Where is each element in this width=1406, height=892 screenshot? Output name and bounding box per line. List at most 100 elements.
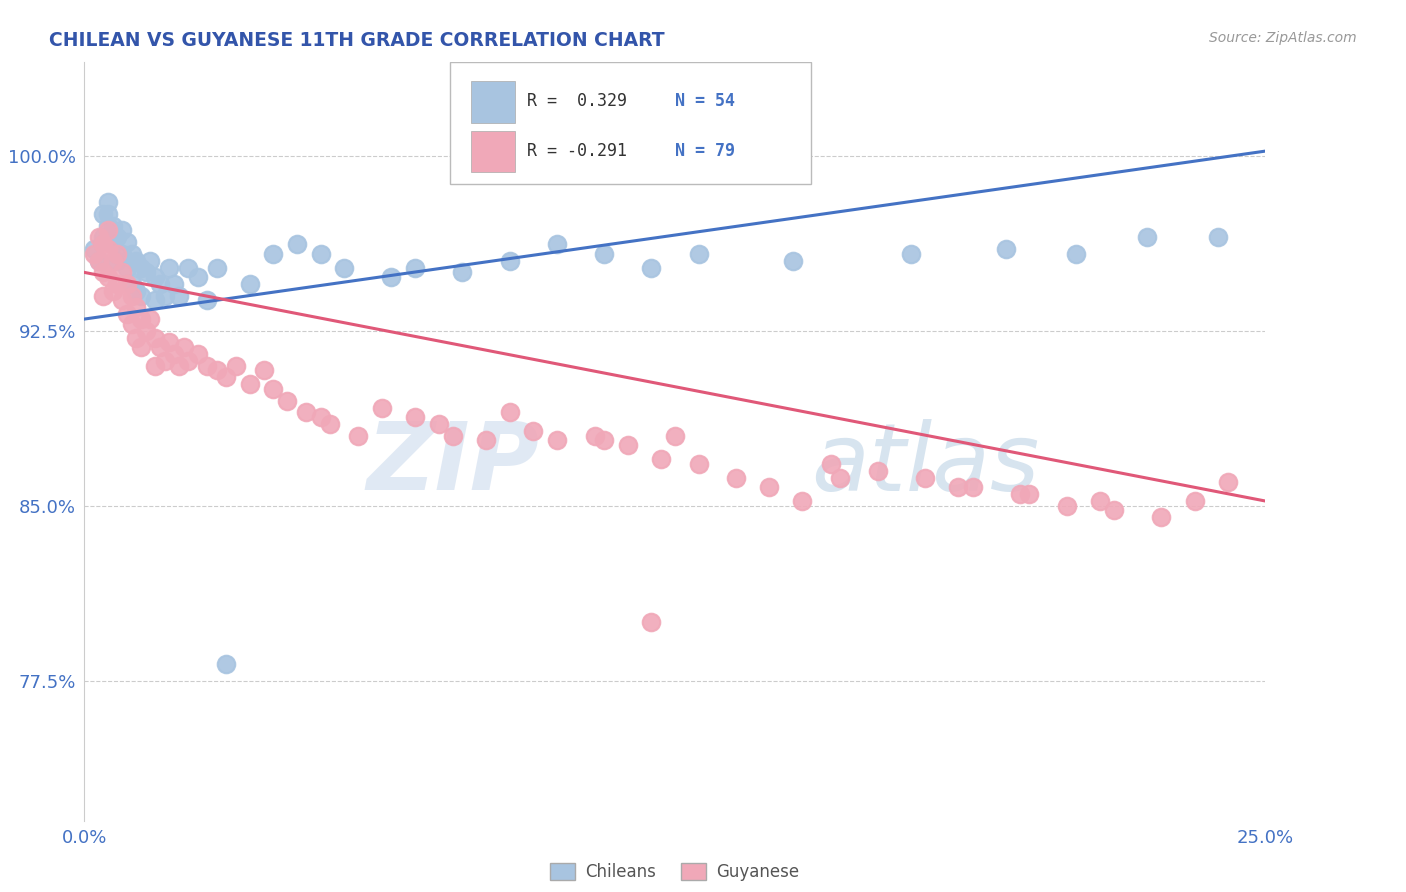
- Point: [948, 480, 970, 494]
- Point: [309, 410, 332, 425]
- Point: [195, 359, 218, 373]
- Point: [125, 253, 148, 268]
- Point: [1150, 510, 1173, 524]
- Point: [820, 457, 842, 471]
- Point: [101, 219, 124, 233]
- Point: [522, 424, 544, 438]
- Point: [276, 393, 298, 408]
- Point: [475, 434, 498, 448]
- Point: [143, 293, 166, 308]
- Point: [125, 284, 148, 298]
- Text: R = -0.291: R = -0.291: [527, 142, 627, 161]
- Point: [664, 428, 686, 442]
- Point: [195, 293, 218, 308]
- Point: [650, 452, 672, 467]
- Point: [380, 270, 402, 285]
- Point: [107, 253, 129, 268]
- Point: [153, 289, 176, 303]
- Point: [640, 260, 662, 275]
- Point: [1088, 494, 1111, 508]
- Point: [135, 324, 157, 338]
- Text: Source: ZipAtlas.com: Source: ZipAtlas.com: [1209, 31, 1357, 45]
- Point: [107, 246, 129, 260]
- Point: [725, 471, 748, 485]
- Point: [143, 331, 166, 345]
- Point: [107, 230, 129, 244]
- Point: [1206, 230, 1229, 244]
- Point: [225, 359, 247, 373]
- FancyBboxPatch shape: [450, 62, 811, 184]
- Point: [167, 289, 190, 303]
- Point: [404, 260, 426, 275]
- Point: [87, 253, 110, 268]
- Point: [285, 237, 308, 252]
- Point: [97, 207, 120, 221]
- Point: [167, 359, 190, 373]
- Point: [1056, 499, 1078, 513]
- Point: [187, 347, 209, 361]
- FancyBboxPatch shape: [471, 81, 516, 123]
- Point: [129, 289, 152, 303]
- Point: [125, 301, 148, 315]
- Point: [91, 265, 114, 279]
- Point: [135, 265, 157, 279]
- Point: [111, 293, 134, 308]
- Point: [121, 317, 143, 331]
- Point: [111, 223, 134, 237]
- FancyBboxPatch shape: [471, 130, 516, 172]
- Point: [1018, 487, 1040, 501]
- Point: [91, 237, 114, 252]
- Point: [87, 253, 110, 268]
- Point: [333, 260, 356, 275]
- Point: [498, 405, 520, 419]
- Point: [97, 270, 120, 285]
- Point: [792, 494, 814, 508]
- Point: [107, 277, 129, 291]
- Point: [262, 382, 284, 396]
- Point: [125, 331, 148, 345]
- Point: [115, 277, 138, 291]
- Point: [404, 410, 426, 425]
- Point: [115, 307, 138, 321]
- Point: [129, 340, 152, 354]
- Point: [157, 335, 180, 350]
- Point: [900, 246, 922, 260]
- Point: [640, 615, 662, 630]
- Text: ZIP: ZIP: [366, 418, 538, 510]
- Point: [121, 277, 143, 291]
- Point: [101, 253, 124, 268]
- Point: [115, 260, 138, 275]
- Point: [593, 246, 616, 260]
- Text: R =  0.329: R = 0.329: [527, 92, 627, 110]
- Point: [163, 277, 186, 291]
- Text: N = 54: N = 54: [675, 92, 735, 110]
- Text: N = 79: N = 79: [675, 142, 735, 161]
- Point: [111, 246, 134, 260]
- Point: [441, 428, 464, 442]
- Point: [87, 230, 110, 244]
- Point: [143, 270, 166, 285]
- Text: CHILEAN VS GUYANESE 11TH GRADE CORRELATION CHART: CHILEAN VS GUYANESE 11TH GRADE CORRELATI…: [49, 31, 665, 50]
- Point: [866, 464, 889, 478]
- Point: [129, 312, 152, 326]
- Point: [253, 363, 276, 377]
- Point: [173, 340, 195, 354]
- Point: [758, 480, 780, 494]
- Point: [101, 237, 124, 252]
- Point: [546, 237, 568, 252]
- Point: [97, 242, 120, 256]
- Point: [177, 354, 200, 368]
- Point: [688, 457, 710, 471]
- Point: [347, 428, 370, 442]
- Point: [239, 377, 262, 392]
- Point: [91, 230, 114, 244]
- Point: [153, 354, 176, 368]
- Point: [129, 260, 152, 275]
- Point: [239, 277, 262, 291]
- Point: [498, 253, 520, 268]
- Point: [962, 480, 984, 494]
- Point: [830, 471, 852, 485]
- Point: [91, 289, 114, 303]
- Point: [121, 289, 143, 303]
- Point: [1102, 503, 1125, 517]
